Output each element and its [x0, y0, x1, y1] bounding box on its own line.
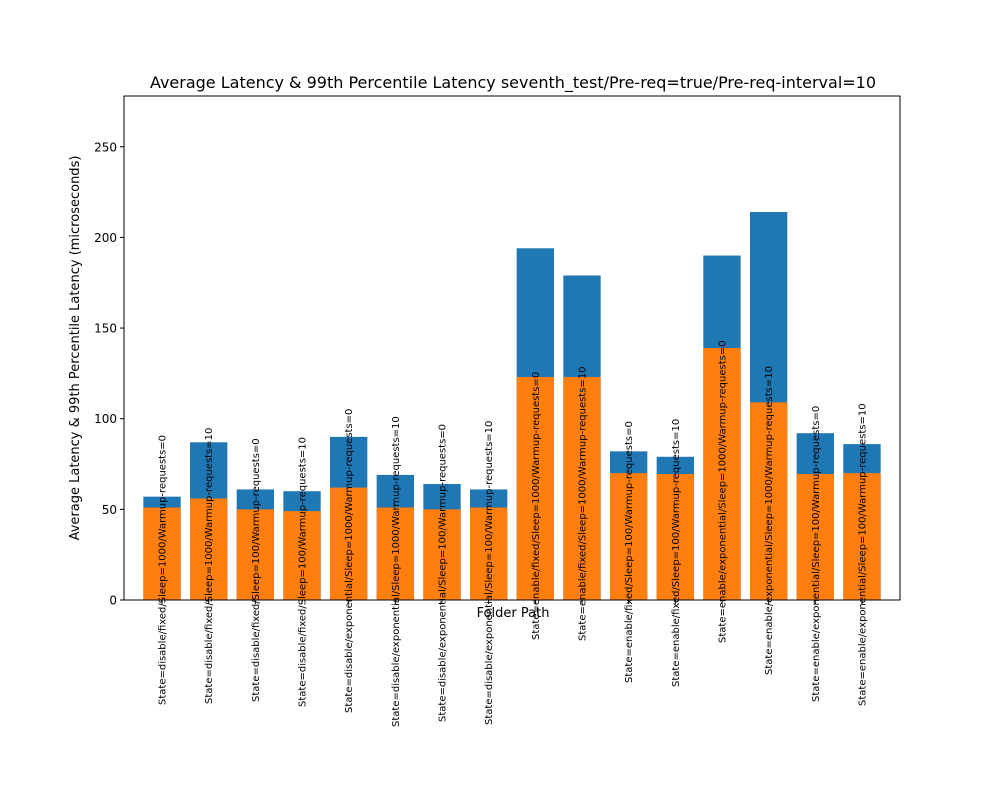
y-tick-label: 150 — [94, 322, 117, 336]
y-tick-label: 100 — [94, 412, 117, 426]
bar — [703, 348, 741, 600]
x-tick-label: State=disable/fixed/Sleep=100/Warmup-req… — [298, 437, 309, 707]
chart-title: Average Latency & 99th Percentile Latenc… — [150, 73, 876, 93]
bar — [516, 377, 554, 600]
bar — [749, 402, 788, 600]
x-tick-label: State=enable/fixed/Sleep=1000/Warmup-req… — [577, 366, 588, 641]
x-tick-label: State=disable/fixed/Sleep=1000/Warmup-re… — [158, 435, 169, 705]
bar — [609, 473, 648, 600]
x-tick-label: State=enable/exponential/Sleep=100/Warmu… — [811, 406, 822, 702]
x-tick-label: State=disable/exponential/Sleep=1000/War… — [391, 416, 402, 727]
y-tick-label: 250 — [94, 140, 117, 154]
x-axis-label: Folder Path — [477, 606, 550, 621]
bar — [843, 473, 881, 600]
bar — [236, 509, 275, 600]
x-tick-label: State=enable/fixed/Sleep=1000/Warmup-req… — [531, 372, 542, 640]
y-tick-label: 200 — [94, 231, 117, 245]
y-axis-label: Average Latency & 99th Percentile Latenc… — [68, 156, 83, 541]
bar — [563, 377, 601, 600]
x-tick-label: State=disable/fixed/Sleep=100/Warmup-req… — [251, 438, 262, 702]
y-tick-label: 0 — [109, 594, 117, 608]
bar — [330, 487, 368, 600]
x-tick-label: State=enable/fixed/Sleep=100/Warmup-requ… — [624, 421, 635, 683]
bar — [470, 507, 508, 600]
x-tick-label: State=enable/exponential/Sleep=1000/Warm… — [764, 366, 775, 675]
x-tick-label: State=enable/exponential/Sleep=1000/Warm… — [717, 340, 728, 643]
x-tick-label: State=disable/fixed/Sleep=1000/Warmup-re… — [204, 428, 215, 704]
x-tick-label: State=enable/fixed/Sleep=100/Warmup-requ… — [671, 419, 682, 687]
bar — [376, 507, 415, 600]
bar — [796, 474, 834, 600]
bar — [283, 511, 321, 600]
x-tick-label: State=disable/exponential/Sleep=100/Warm… — [438, 424, 449, 722]
y-tick-label: 50 — [102, 503, 117, 517]
x-tick-label: State=disable/exponential/Sleep=1000/War… — [344, 409, 355, 713]
bar — [423, 509, 461, 600]
plot-frame — [123, 95, 901, 601]
bar — [190, 498, 228, 600]
x-tick-label: State=enable/exponential/Sleep=100/Warmu… — [857, 403, 868, 706]
bar — [656, 474, 694, 600]
x-tick-label: State=disable/exponential/Sleep=100/Warm… — [484, 421, 495, 725]
bar — [143, 507, 181, 600]
